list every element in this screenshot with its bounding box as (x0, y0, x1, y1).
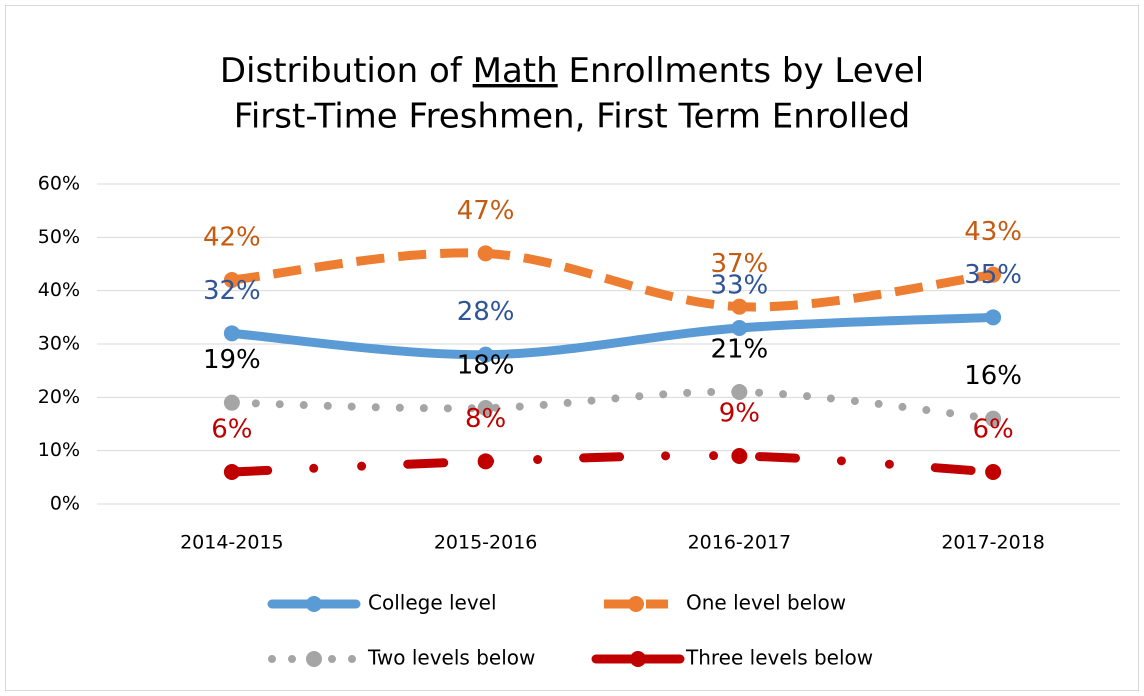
x-tick-label: 2017-2018 (941, 532, 1045, 554)
y-tick-label: 20% (38, 386, 80, 408)
data-label: 21% (710, 335, 768, 365)
x-tick-label: 2015-2016 (434, 532, 538, 554)
series-line (227, 387, 998, 423)
data-label: 47% (457, 196, 515, 226)
legend-marker (630, 651, 646, 667)
chart-title: Distribution of Math Enrollments by Leve… (220, 51, 924, 91)
series-line (227, 312, 998, 360)
legend-marker (306, 596, 322, 612)
data-label: 28% (457, 297, 515, 327)
point-marker (477, 346, 494, 363)
data-label: 6% (973, 415, 1014, 445)
data-label: 37% (710, 249, 768, 279)
point-marker (731, 384, 748, 400)
point-marker (731, 448, 748, 464)
title-part: Math (473, 51, 558, 91)
point-marker (223, 272, 240, 288)
point-marker (985, 309, 1002, 326)
x-tick-label: 2016-2017 (688, 532, 792, 554)
point-marker (731, 298, 748, 315)
legend-label: Three levels below (685, 646, 873, 670)
point-marker (223, 325, 240, 342)
series-line (231, 248, 994, 312)
y-tick-label: 10% (38, 439, 80, 461)
y-tick-label: 60% (38, 173, 80, 195)
chart-subtitle: First-Time Freshmen, First Term Enrolled (234, 97, 910, 137)
title-part: Distribution of (220, 51, 473, 91)
y-tick-label: 0% (50, 493, 80, 515)
point-marker (223, 394, 240, 411)
legend-marker (628, 596, 644, 612)
point-marker (477, 245, 494, 262)
data-label: 8% (465, 404, 506, 434)
point-marker (477, 400, 494, 416)
data-label: 32% (203, 276, 261, 306)
y-tick-label: 50% (38, 226, 80, 248)
data-label: 6% (211, 415, 252, 445)
y-tick-label: 30% (38, 333, 80, 355)
x-tick-label: 2014-2015 (180, 532, 284, 554)
data-label: 35% (964, 260, 1022, 290)
data-label: 19% (203, 345, 261, 375)
legend-label: College level (368, 591, 497, 615)
legend-label: Two levels below (367, 646, 535, 670)
data-label: 18% (457, 351, 515, 381)
point-marker (985, 464, 1002, 480)
point-marker (985, 410, 1002, 427)
point-marker (223, 464, 240, 480)
data-label: 16% (964, 361, 1022, 391)
data-label: 43% (964, 217, 1022, 247)
legend-marker (306, 651, 322, 667)
series-line (227, 451, 998, 477)
point-marker (477, 453, 494, 470)
point-marker (985, 266, 1002, 283)
legend-label: One level below (686, 591, 846, 615)
title-part: Enrollments by Level (558, 51, 924, 91)
point-marker (731, 320, 748, 336)
y-tick-label: 40% (38, 279, 80, 301)
data-label: 9% (719, 399, 760, 429)
data-label: 42% (203, 223, 261, 253)
data-label: 33% (710, 271, 768, 301)
